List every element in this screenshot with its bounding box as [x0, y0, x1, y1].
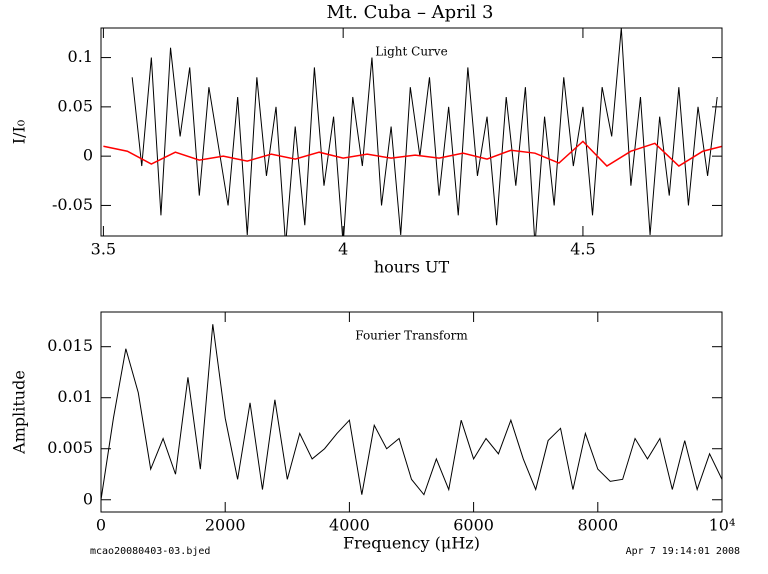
annotation: Light Curve: [375, 45, 447, 59]
x-tick-label: 6000: [453, 516, 494, 535]
x-tick-label: 4: [338, 240, 348, 259]
series-line: [131, 28, 718, 236]
y-tick-label: 0.05: [57, 96, 93, 115]
x-tick-label: 4.5: [570, 240, 595, 259]
y-tick-label: 0.005: [47, 438, 93, 457]
chart-title: Mt. Cuba – April 3: [327, 2, 494, 23]
y-tick-label: -0.05: [52, 195, 93, 214]
y-tick-label: 0.015: [47, 336, 93, 355]
x-tick-label: 2000: [205, 516, 246, 535]
y-tick-label: 0.1: [68, 47, 93, 66]
footer-right: Apr 7 19:14:01 2008: [626, 546, 740, 557]
plot-frame: [100, 311, 723, 513]
y-tick-label: 0: [83, 146, 93, 165]
series-line: [103, 140, 722, 167]
y-axis-label: Amplitude: [10, 370, 29, 455]
footer-left: mcao20080403-03.bjed: [90, 546, 210, 557]
x-tick-label: 0: [96, 516, 106, 535]
x-tick-label: 4000: [329, 516, 370, 535]
y-tick-label: 0: [83, 489, 93, 508]
x-tick-label: 3.5: [91, 240, 116, 259]
series-line: [101, 324, 722, 500]
plot-area: [101, 324, 722, 500]
y-tick-label: 0.01: [57, 387, 93, 406]
annotation: Fourier Transform: [355, 329, 468, 343]
x-axis-label: Frequency (μHz): [343, 534, 480, 553]
y-axis-label: I/I₀: [10, 120, 29, 144]
x-tick-label: 8000: [577, 516, 618, 535]
x-axis-label: hours UT: [374, 258, 450, 277]
x-tick-label: 10⁴: [709, 516, 736, 535]
plot-area: [103, 28, 722, 236]
plot-frame: [100, 27, 723, 237]
